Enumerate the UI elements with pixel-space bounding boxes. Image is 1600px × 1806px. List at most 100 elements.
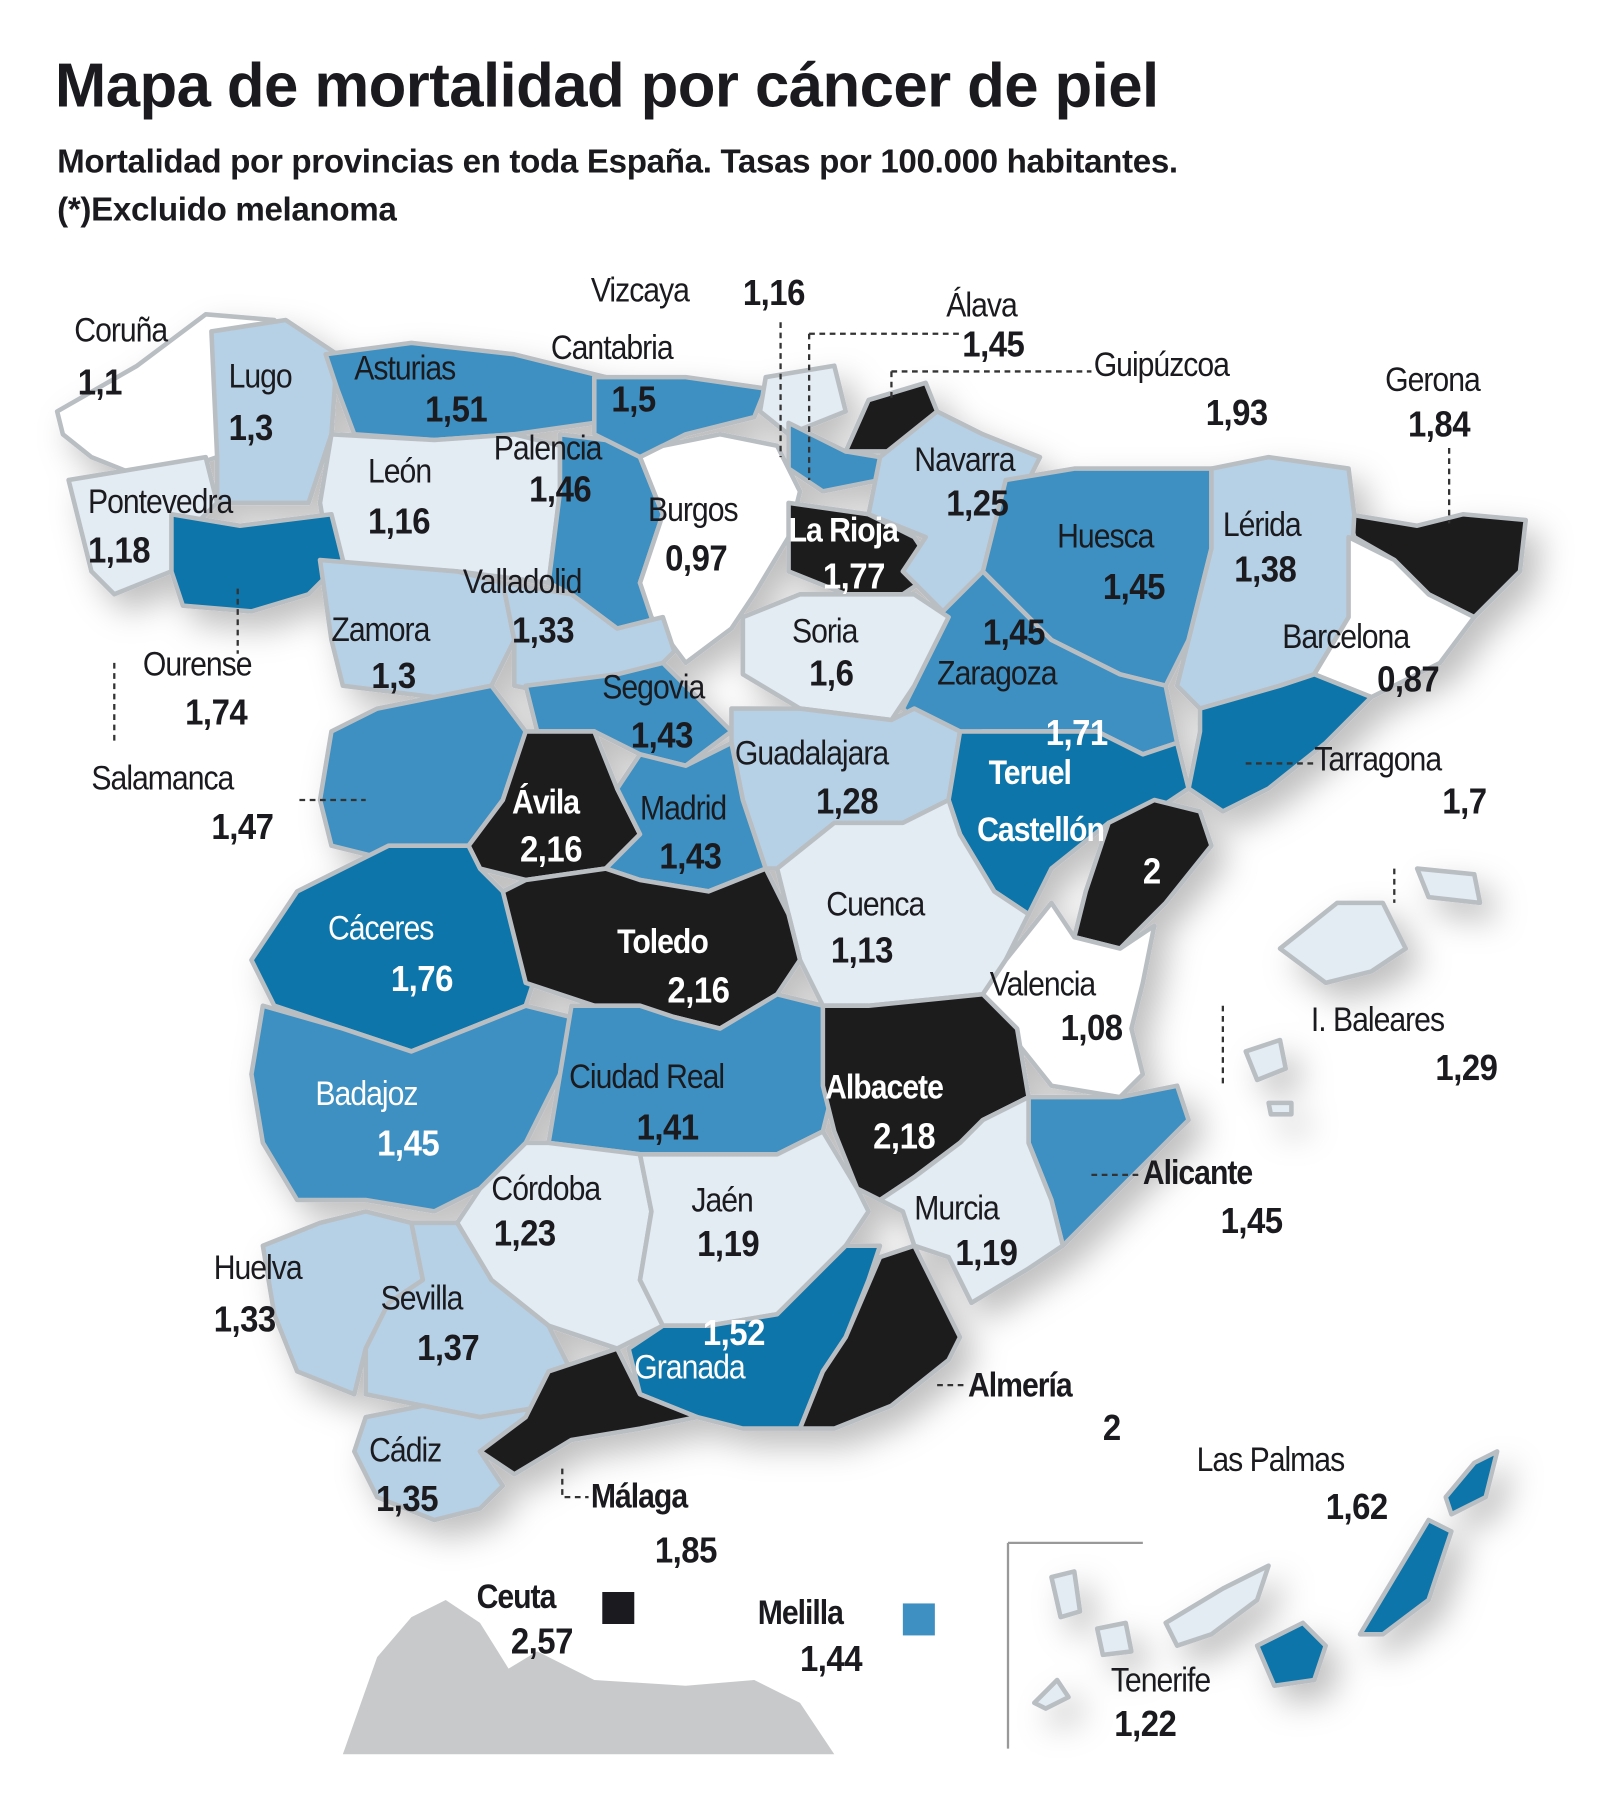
label-palencia: Palencia [493, 429, 603, 468]
value-salamanca: 1,47 [211, 805, 274, 847]
label-coruña: Coruña [74, 311, 168, 350]
value-soria: 1,6 [809, 652, 854, 694]
value-toledo: 2,16 [667, 969, 730, 1011]
label-barcelona: Barcelona [1282, 618, 1410, 656]
value-coruña: 1,1 [77, 361, 123, 403]
label-cádiz: Cádiz [369, 1431, 442, 1470]
value-zamora: 1,3 [371, 654, 416, 696]
label-zamora: Zamora [331, 611, 430, 650]
label-teruel: Teruel [988, 754, 1072, 792]
value-la-rioja: 1,77 [822, 555, 886, 597]
label-murcia: Murcia [914, 1189, 1000, 1228]
value-i-baleares: 1,29 [1435, 1046, 1498, 1088]
value-vizcaya: 1,16 [742, 271, 806, 314]
value-sevilla: 1,37 [417, 1326, 480, 1368]
value-guipúzcoa: 1,93 [1205, 391, 1269, 434]
label-navarra: Navarra [914, 441, 1015, 479]
label-asturias: Asturias [354, 349, 456, 388]
value-huelva: 1,33 [213, 1298, 277, 1340]
province-ourense [169, 511, 346, 614]
province-tenerife [1031, 1677, 1071, 1711]
label-melilla: Melilla [757, 1594, 844, 1632]
value-córdoba: 1,23 [493, 1212, 557, 1254]
value-melilla: 1,44 [799, 1637, 863, 1679]
value-álava: 1,45 [962, 323, 1025, 365]
label-granada: Granada [634, 1348, 745, 1387]
label-león: León [367, 452, 432, 491]
value-cantabria: 1,5 [611, 378, 656, 420]
province-castellón [1071, 797, 1214, 951]
ceuta-swatch [602, 1591, 635, 1624]
value-granada: 1,52 [702, 1311, 766, 1354]
value-castellón: 2 [1142, 850, 1161, 892]
label-málaga: Málaga [590, 1477, 688, 1516]
page-title: Mapa de mortalidad por cáncer de piel [54, 51, 1159, 120]
label-cáceres: Cáceres [327, 909, 434, 948]
label-tenerife: Tenerife [1110, 1661, 1211, 1700]
value-zaragoza: 1,45 [982, 611, 1046, 653]
label-segovia: Segovia [602, 668, 705, 707]
province-murcia [877, 1094, 1066, 1306]
label-valencia: Valencia [989, 965, 1096, 1004]
label-salamanca: Salamanca [91, 759, 234, 798]
note: (*)Excluido melanoma [57, 191, 397, 229]
subtitle: Mortalidad por provincias en toda España… [57, 143, 1178, 181]
label-burgos: Burgos [647, 491, 739, 530]
label-sevilla: Sevilla [380, 1279, 464, 1318]
value-lugo: 1,3 [228, 406, 274, 448]
value-cádiz: 1,35 [375, 1477, 439, 1519]
province-las-palmas [1357, 1517, 1454, 1637]
value-pontevedra: 1,18 [87, 529, 151, 571]
label-córdoba: Córdoba [491, 1170, 601, 1208]
label-cuenca: Cuenca [826, 885, 925, 924]
label-guipúzcoa: Guipúzcoa [1093, 346, 1230, 384]
province-las-palmas [1443, 1449, 1500, 1517]
label-ceuta: Ceuta [476, 1578, 557, 1616]
label-zaragoza: Zaragoza [937, 654, 1057, 693]
province-burgos [637, 431, 803, 666]
province-i-baleares [1277, 900, 1408, 986]
value-palencia: 1,46 [529, 468, 592, 510]
province-vizcaya [757, 363, 848, 437]
value-cáceres: 1,76 [390, 957, 454, 999]
value-alicante: 1,45 [1220, 1199, 1284, 1242]
province-las-palmas [1254, 1620, 1328, 1688]
label-ciudad-real: Ciudad Real [569, 1058, 725, 1096]
province-almería [797, 1243, 963, 1431]
label-pontevedra: Pontevedra [87, 483, 233, 522]
label-tarragona: Tarragona [1314, 740, 1442, 779]
province-tenerife [1049, 1569, 1083, 1620]
label-almería: Almería [967, 1366, 1073, 1405]
label-huelva: Huelva [213, 1249, 303, 1287]
value-gerona: 1,84 [1407, 403, 1471, 445]
value-huesca: 1,45 [1102, 565, 1166, 607]
label-cantabria: Cantabria [550, 329, 674, 367]
label-las-palmas: Las Palmas [1196, 1441, 1346, 1479]
value-las-palmas: 1,62 [1325, 1485, 1389, 1527]
province-asturias [323, 340, 608, 443]
label-huesca: Huesca [1057, 517, 1154, 556]
label-ávila: Ávila [511, 783, 580, 822]
label-jaén: Jaén [691, 1181, 753, 1220]
province-tenerife [1094, 1620, 1134, 1658]
value-valencia: 1,08 [1060, 1006, 1124, 1048]
label-soria: Soria [791, 612, 858, 651]
value-málaga: 1,85 [654, 1529, 718, 1571]
value-ourense: 1,74 [185, 691, 248, 733]
melilla-swatch [902, 1603, 935, 1636]
value-murcia: 1,19 [955, 1231, 1018, 1274]
label-i-baleares: I. Baleares [1310, 1001, 1445, 1039]
value-burgos: 0,97 [665, 537, 728, 579]
label-albacete: Albacete [825, 1068, 944, 1107]
value-lérida: 1,38 [1234, 548, 1297, 590]
value-león: 1,16 [367, 500, 431, 542]
label-vizcaya: Vizcaya [590, 271, 690, 310]
value-almería: 2 [1102, 1406, 1121, 1448]
label-alicante: Alicante [1142, 1154, 1253, 1192]
value-albacete: 2,18 [873, 1115, 936, 1157]
province-soria [740, 591, 951, 723]
province-i-baleares [1414, 866, 1483, 906]
value-badajoz: 1,45 [377, 1122, 440, 1164]
